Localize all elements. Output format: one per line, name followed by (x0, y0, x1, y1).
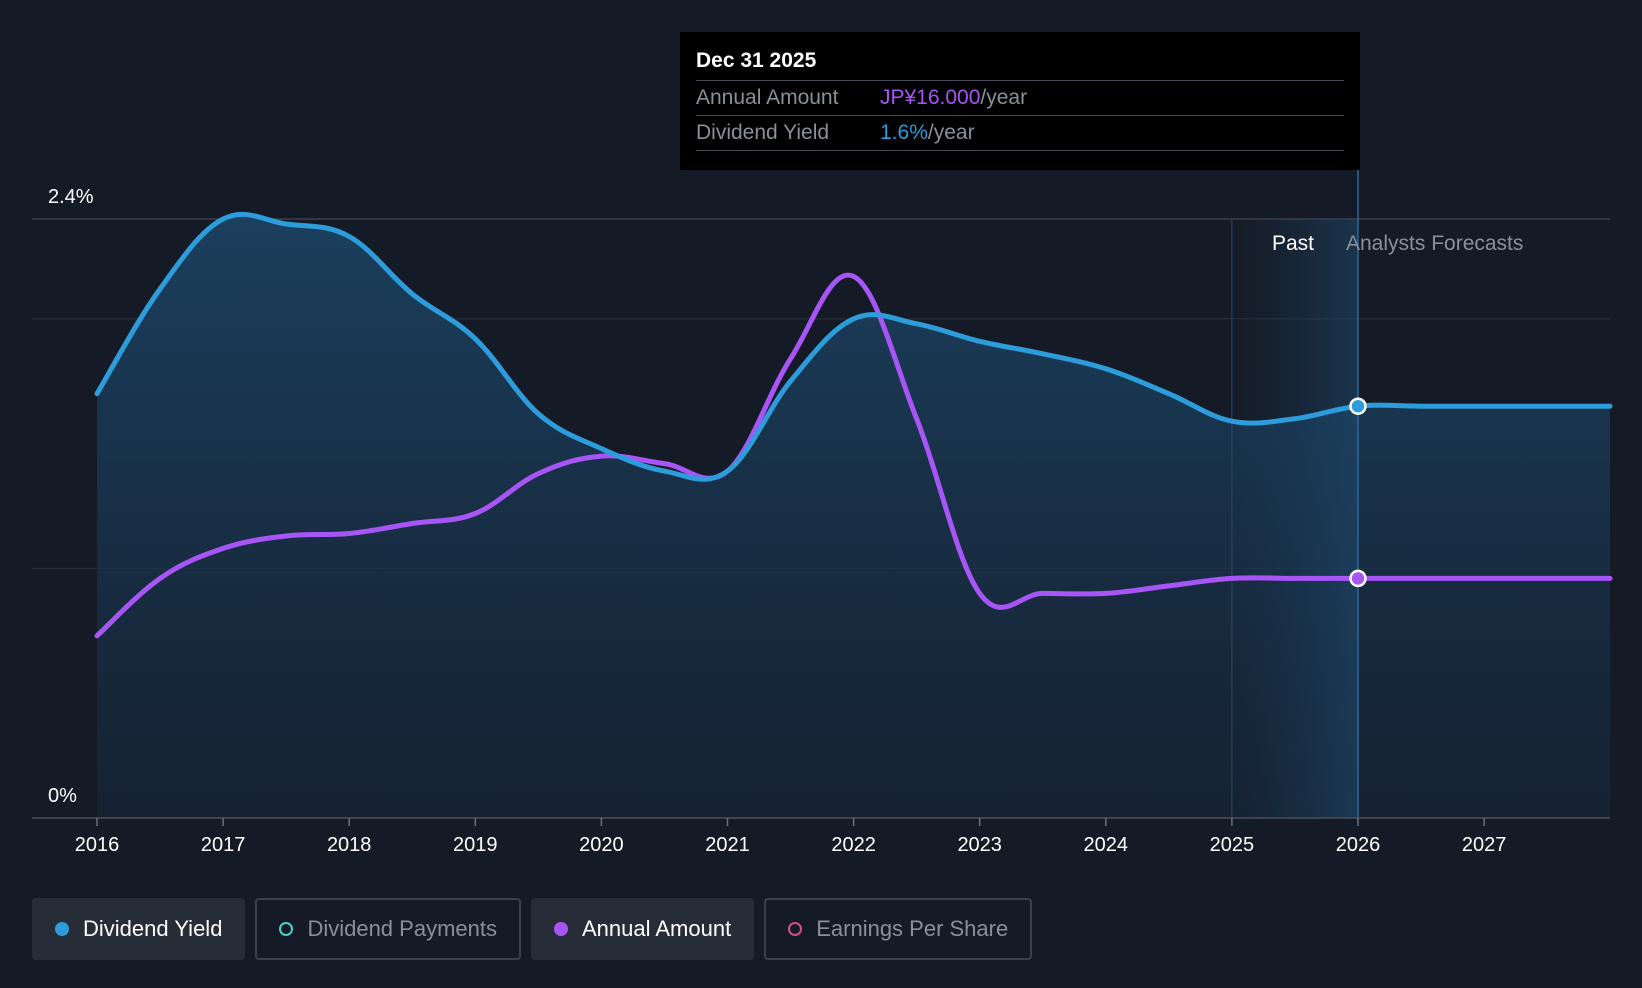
hollow-dot-icon (788, 922, 803, 936)
legend-earnings-per-share[interactable]: Earnings Per Share (764, 898, 1033, 960)
legend-label: Dividend Yield (83, 916, 223, 941)
legend-label: Dividend Payments (307, 916, 497, 941)
legend-label: Annual Amount (581, 916, 732, 941)
past-region-band (1231, 219, 1358, 818)
yield-area (97, 214, 1610, 818)
x-tick-label: 2023 (957, 834, 1002, 856)
annual-amount-line (94, 272, 1613, 639)
x-tick-label: 2026 (1336, 834, 1381, 856)
hollow-dot-icon (279, 922, 294, 936)
amount-marker (1349, 569, 1367, 588)
legend-label: Earnings Per Share (816, 916, 1009, 941)
x-tick-label: 2018 (327, 834, 372, 856)
dividend-chart: 2016 2017 2018 2019 2020 2021 2022 2023 2024 2025… (32, 170, 1613, 856)
x-axis: 2016 2017 2018 2019 2020 2021 2022 2023 2024 2025… (32, 817, 1610, 856)
tooltip-row-annual-amount: Annual Amount JP¥16.000 /year (696, 81, 1344, 116)
chart-tooltip: Dec 31 2025 Annual Amount JP¥16.000 /yea… (680, 32, 1360, 170)
chart-legend: Dividend Yield Dividend Payments Annual … (32, 898, 1033, 960)
legend-dividend-yield[interactable]: Dividend Yield (32, 898, 246, 960)
x-tick-label: 2021 (705, 834, 750, 856)
yield-area-fill (97, 214, 1610, 818)
x-tick-label: 2017 (201, 834, 246, 856)
x-tick-label: 2019 (453, 834, 498, 856)
series-lines (94, 211, 1613, 639)
x-tick-label: 2020 (579, 834, 624, 856)
dividend-yield-line (94, 211, 1613, 482)
tooltip-value: 1.6% (880, 121, 928, 144)
legend-annual-amount[interactable]: Annual Amount (530, 898, 755, 960)
tooltip-value: JP¥16.000 (880, 86, 981, 109)
forecast-label: Analysts Forecasts (1346, 232, 1523, 255)
yield-marker (1349, 397, 1367, 415)
x-tick-label: 2024 (1084, 834, 1129, 856)
x-tick-label: 2016 (75, 834, 120, 856)
y-axis-top-label: 2.4% (48, 186, 94, 208)
filled-dot-icon (55, 922, 69, 936)
highlight-markers (1349, 397, 1367, 588)
tooltip-key: Annual Amount (696, 86, 839, 109)
filled-dot-icon (553, 922, 568, 936)
x-tick-label: 2025 (1210, 834, 1255, 856)
x-tick-label: 2027 (1462, 834, 1507, 856)
legend-dividend-payments[interactable]: Dividend Payments (255, 898, 521, 960)
tooltip-unit: /year (927, 121, 975, 144)
tooltip-unit: /year (980, 86, 1028, 109)
past-region (1231, 170, 1359, 818)
tooltip-date: Dec 31 2025 (696, 46, 1344, 81)
tooltip-key: Dividend Yield (696, 121, 830, 144)
y-axis-bottom-label: 0% (48, 785, 77, 807)
tooltip-row-dividend-yield: Dividend Yield 1.6% /year (696, 116, 1344, 151)
x-tick-label: 2022 (831, 834, 876, 856)
past-label: Past (1272, 232, 1314, 255)
